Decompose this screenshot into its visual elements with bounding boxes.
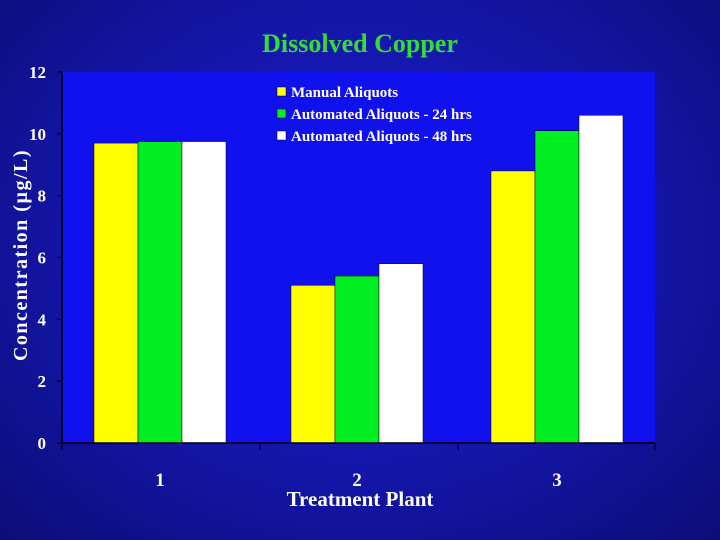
y-tick-label: 10 <box>29 125 46 144</box>
legend-swatch <box>276 86 287 97</box>
legend-label: Automated Aliquots - 48 hrs <box>291 129 472 145</box>
y-tick-label: 12 <box>29 63 46 82</box>
legend-label: Automated Aliquots - 24 hrs <box>291 107 472 123</box>
bar-1-plant-2 <box>290 285 336 444</box>
x-axis-label: Treatment Plant <box>287 487 434 511</box>
y-axis-ticks: 0 2 4 6 8 10 12 <box>29 63 47 453</box>
y-tick-label: 0 <box>38 434 47 453</box>
bar-1-plant-3 <box>490 170 536 444</box>
y-tick-label: 4 <box>38 310 47 329</box>
legend-label: Manual Aliquots <box>291 85 398 101</box>
y-axis-label: Concentration (µg/L) <box>10 149 32 361</box>
x-tick-label: 3 <box>552 470 562 491</box>
bar-1-plant-1 <box>93 142 139 444</box>
x-axis-ticks: 1 2 3 <box>155 470 562 491</box>
bar-2-plant-3 <box>534 130 580 444</box>
chart-title: Dissolved Copper <box>262 29 458 58</box>
legend-swatch <box>276 108 287 119</box>
axes <box>57 71 656 450</box>
legend-swatch <box>276 130 287 141</box>
bar-2-plant-1 <box>137 141 183 444</box>
bar-2-plant-2 <box>334 275 380 444</box>
y-tick-label: 6 <box>38 249 47 268</box>
y-tick-label: 8 <box>38 187 47 206</box>
x-tick-label: 1 <box>155 470 165 491</box>
bar-3-plant-2 <box>378 263 424 444</box>
bar-3-plant-1 <box>181 141 227 444</box>
bars <box>93 115 624 444</box>
x-tick-label: 2 <box>352 470 362 491</box>
y-tick-label: 2 <box>38 372 47 391</box>
bar-3-plant-3 <box>578 115 624 444</box>
legend: Manual Aliquots Automated Aliquots - 24 h… <box>276 85 472 145</box>
